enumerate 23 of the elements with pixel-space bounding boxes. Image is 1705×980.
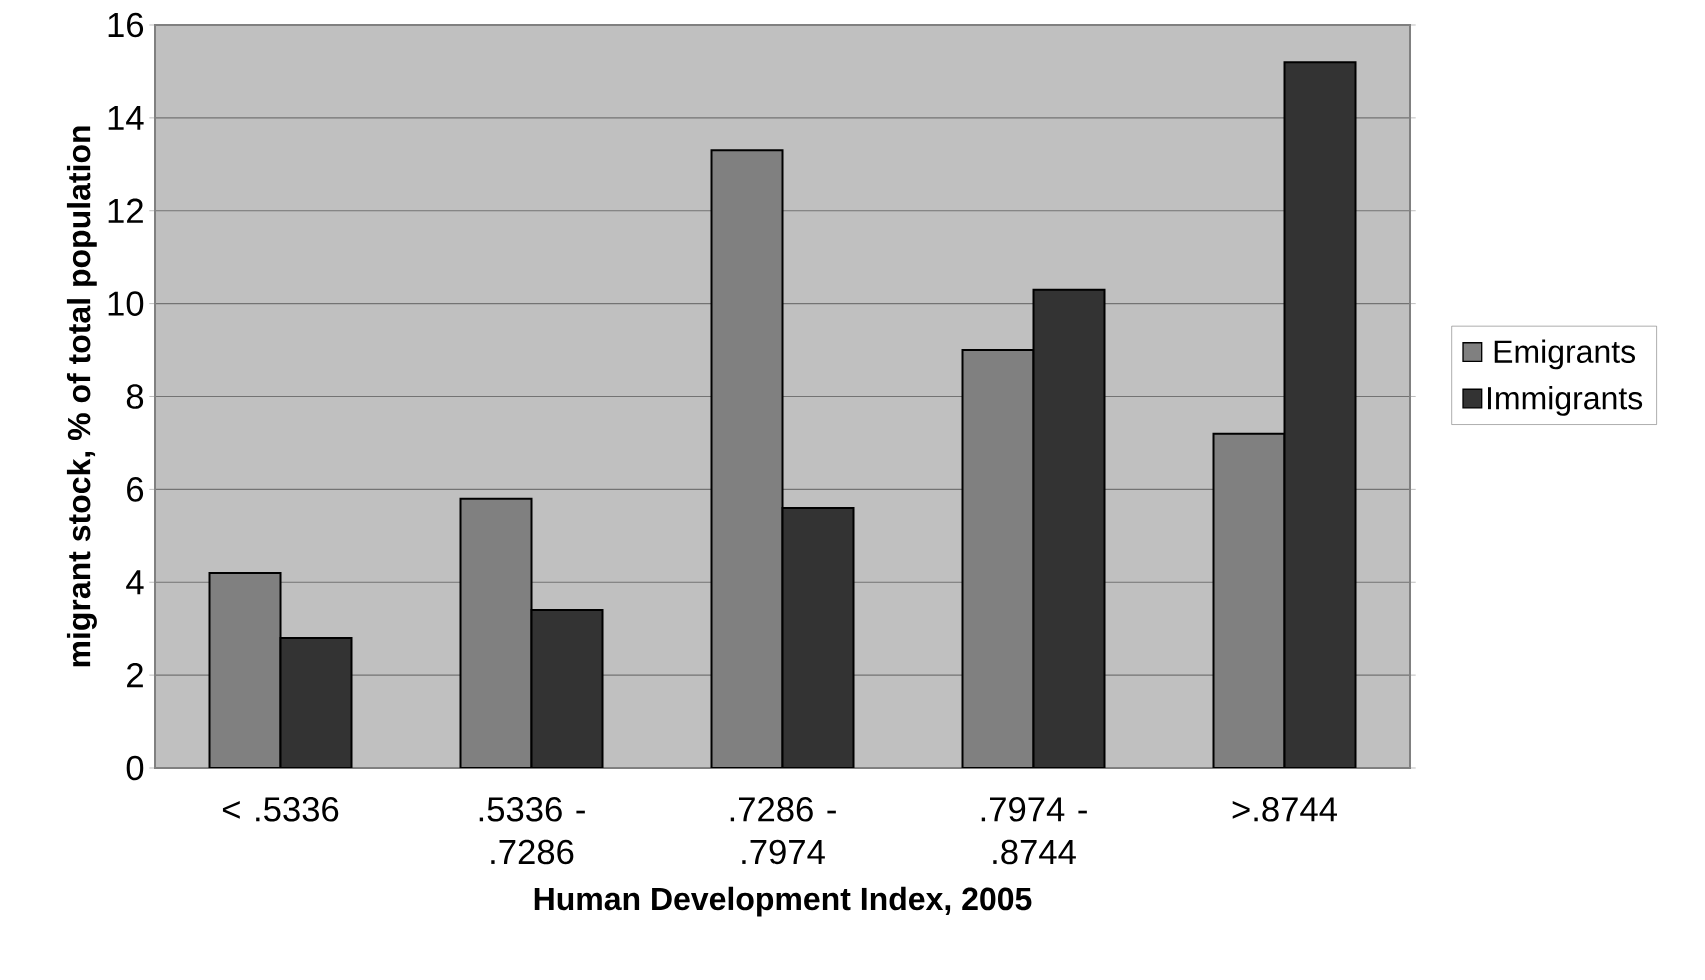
y-axis-title: migrant stock, % of total population — [66, 126, 97, 667]
y-tick-label: 6 — [127, 477, 144, 502]
y-tick-label: 4 — [126, 570, 144, 595]
bar — [530, 609, 604, 768]
bar — [781, 506, 855, 768]
y-tick-label: 0 — [126, 755, 144, 781]
y-tick-label: 8 — [126, 384, 144, 409]
x-axis-title: Human Development Index, 2005 — [534, 886, 1032, 917]
y-tick-label: 14 — [108, 105, 144, 130]
bar — [279, 636, 353, 768]
x-tick-label: .5336 - .7286 — [479, 797, 585, 865]
bar — [1283, 61, 1357, 768]
x-tick-label: .7974 - .8744 — [981, 797, 1087, 865]
legend-label: Immigrants — [1487, 386, 1643, 416]
y-tick-label: 2 — [127, 663, 143, 688]
y-tick-label: 10 — [108, 291, 144, 316]
legend-label: Emigrants — [1494, 339, 1636, 370]
bar — [1032, 288, 1106, 768]
x-tick-label: < .5336 — [222, 797, 339, 822]
x-tick-label: .7286 - .7974 — [730, 797, 836, 865]
x-tick-label: >.8744 — [1232, 797, 1337, 822]
y-tick-label: 16 — [108, 12, 144, 38]
y-tick-label: 12 — [108, 198, 143, 223]
